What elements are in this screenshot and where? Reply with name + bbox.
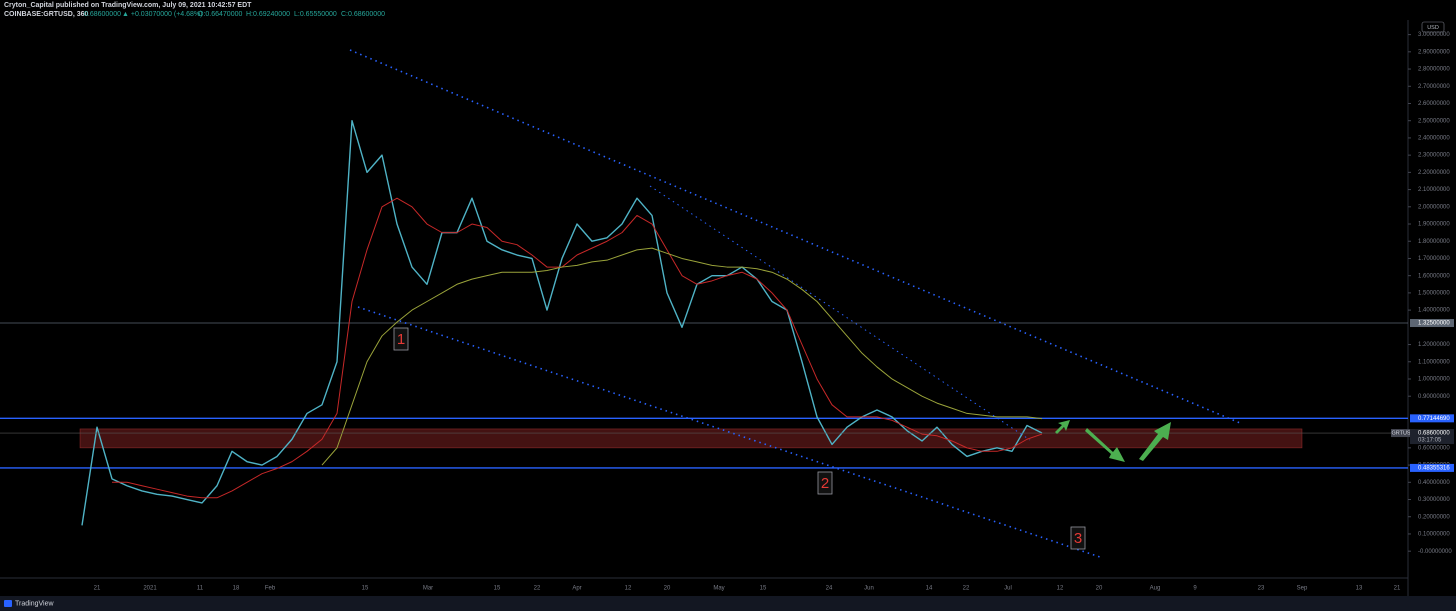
trendline [349,49,1241,424]
y-tick-label: 0.30000000 [1418,497,1450,503]
y-tick-label: 0.90000000 [1418,394,1450,400]
y-tick-label: 0.20000000 [1418,514,1450,520]
x-tick-label: Jul [1004,586,1012,592]
level-label: 1.32500000 [1418,321,1450,327]
x-tick-label: 18 [233,586,240,592]
y-tick-label: 2.60000000 [1418,101,1450,107]
x-tick-label: Aug [1150,586,1161,592]
y-tick-label: 1.80000000 [1418,239,1450,245]
currency-box[interactable] [1421,21,1445,33]
x-tick-label: 22 [963,586,970,592]
x-tick-label: Mar [423,586,433,592]
level-tag [1410,463,1454,472]
x-tick-label: 2021 [143,586,157,592]
price-line [321,247,1043,466]
x-tick-label: 12 [1057,586,1064,592]
y-tick-label: 2.40000000 [1418,136,1450,142]
y-tick-label: 2.20000000 [1418,170,1450,176]
y-tick-label: 1.20000000 [1418,342,1450,348]
level-label: 0.77144690 [1418,416,1450,422]
arrow-down [1085,428,1125,462]
y-tick-label: 1.10000000 [1418,359,1450,365]
y-tick-label: 0.60000000 [1418,445,1450,451]
annotation-label: 3 [1074,530,1082,547]
x-tick-label: 21 [1394,586,1401,592]
x-tick-label: 12 [625,586,632,592]
symbol-tag [1391,429,1415,438]
x-tick-label: 15 [494,586,501,592]
annotation-box [817,471,833,495]
arrow-up [1139,422,1171,461]
plot: 3.00000000 2.90000000 2.80000000 2.70000000… [0,32,1454,592]
y-tick-label: 2.00000000 [1418,204,1450,210]
x-tick-label: 24 [826,586,833,592]
y-tick-label: 1.40000000 [1418,308,1450,314]
annotation-label: 1 [397,331,405,348]
trendline [357,306,1101,558]
level-label: 0.48355316 [1418,465,1450,471]
symbol-label: GRTUSD [1391,431,1414,437]
y-tick-label: 0.10000000 [1418,532,1450,538]
symbol: COINBASE:GRTUSD, 360 [4,11,89,18]
trendline [649,185,1031,441]
x-tick-label: Jun [864,586,874,592]
x-tick-label: 15 [362,586,369,592]
y-tick-label: 2.50000000 [1418,118,1450,124]
y-tick-label: 2.30000000 [1418,153,1450,159]
price-line [112,197,1043,499]
x-tick-label: Sep [1297,586,1308,592]
x-tick-label: 11 [197,586,204,592]
y-tick-label: 2.90000000 [1418,49,1450,55]
annotation-box [393,327,409,351]
x-tick-label: 9 [1193,586,1197,592]
x-tick-label: Feb [265,586,276,592]
x-tick-label: May [713,586,724,592]
y-tick-label: 2.10000000 [1418,187,1450,193]
brand: TradingView [15,600,54,607]
ohlc-low: L:0.65550000 [294,11,337,18]
price-label: 0.68600000 [1418,431,1450,437]
y-tick-label: 1.50000000 [1418,290,1450,296]
level-tag [1410,319,1454,328]
logo [4,600,12,607]
y-tick-label: -0.00000000 [1418,549,1452,555]
annotations: 1 2 3 [393,327,1086,550]
price: 0.68600000 [84,11,121,18]
arrow-up [1055,420,1070,434]
x-tick-label: Apr [572,586,581,592]
highlight-zone [79,428,1303,449]
x-tick-label: 15 [760,586,767,592]
y-tick-label: 3.00000000 [1418,32,1450,38]
x-tick-label: 20 [664,586,671,592]
annotation-label: 2 [821,475,829,492]
y-tick-label: 0.40000000 [1418,480,1450,486]
countdown: 03:17:05 [1418,438,1442,444]
x-tick-label: 22 [534,586,541,592]
level-tag [1410,414,1454,423]
ohlc-open: O:0.66470000 [198,11,242,18]
change: ▲ +0.03070000 (+4.68%) [122,11,203,18]
footer-bar [0,596,1456,611]
ohlc-high: H:0.69240000 [246,11,290,18]
x-tick-label: 23 [1258,586,1265,592]
ohlc-close: C:0.68600000 [341,11,385,18]
x-tick-label: 21 [94,586,101,592]
y-tick-label: 1.60000000 [1418,273,1450,279]
price-tag [1410,429,1454,445]
y-tick-label: 2.80000000 [1418,67,1450,73]
price-line [81,120,1043,526]
y-tick-label: 1.70000000 [1418,256,1450,262]
y-tick-label: 1.00000000 [1418,377,1450,383]
y-tick-label: 2.70000000 [1418,84,1450,90]
y-tick-label: 1.90000000 [1418,222,1450,228]
currency: USD [1427,25,1439,31]
annotation-box [1070,526,1086,550]
x-tick-label: 13 [1356,586,1363,592]
x-tick-label: 14 [926,586,933,592]
x-tick-label: 20 [1096,586,1103,592]
header-line: Cryton_Capital published on TradingView.… [4,2,252,9]
arrows [1055,420,1171,462]
